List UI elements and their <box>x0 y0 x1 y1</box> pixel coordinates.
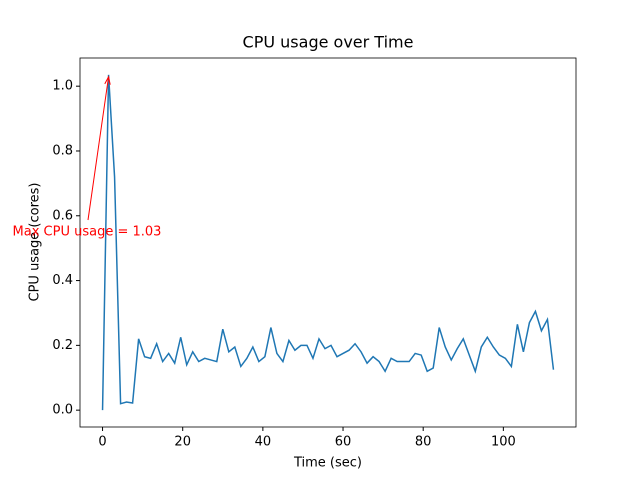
y-tick-label: 0.2 <box>52 338 73 353</box>
y-tick-label: 0.6 <box>52 208 73 223</box>
chart-title: CPU usage over Time <box>243 33 414 52</box>
y-tick-label: 0.4 <box>52 273 73 288</box>
line <box>101 74 555 411</box>
x-tick-label: 60 <box>335 435 352 450</box>
x-tick-label: 100 <box>491 435 516 450</box>
annotation-arrowhead <box>104 75 111 85</box>
x-tick-label: 80 <box>415 435 432 450</box>
y-tick-label: 0.0 <box>52 403 73 418</box>
y-tick-label: 0.8 <box>52 143 73 158</box>
plot-frame <box>79 57 577 428</box>
annotation: Max CPU usage = 1.03 <box>13 225 162 240</box>
x-axis-label: Time (sec) <box>293 456 362 471</box>
x-tick-label: 40 <box>255 435 272 450</box>
x-tick-label: 0 <box>98 435 106 450</box>
y-tick-label: 1.0 <box>52 79 73 94</box>
x-tick-label: 20 <box>174 435 191 450</box>
y-axis-label: CPU usage (cores) <box>28 183 43 302</box>
annotation-arrow <box>87 76 110 221</box>
